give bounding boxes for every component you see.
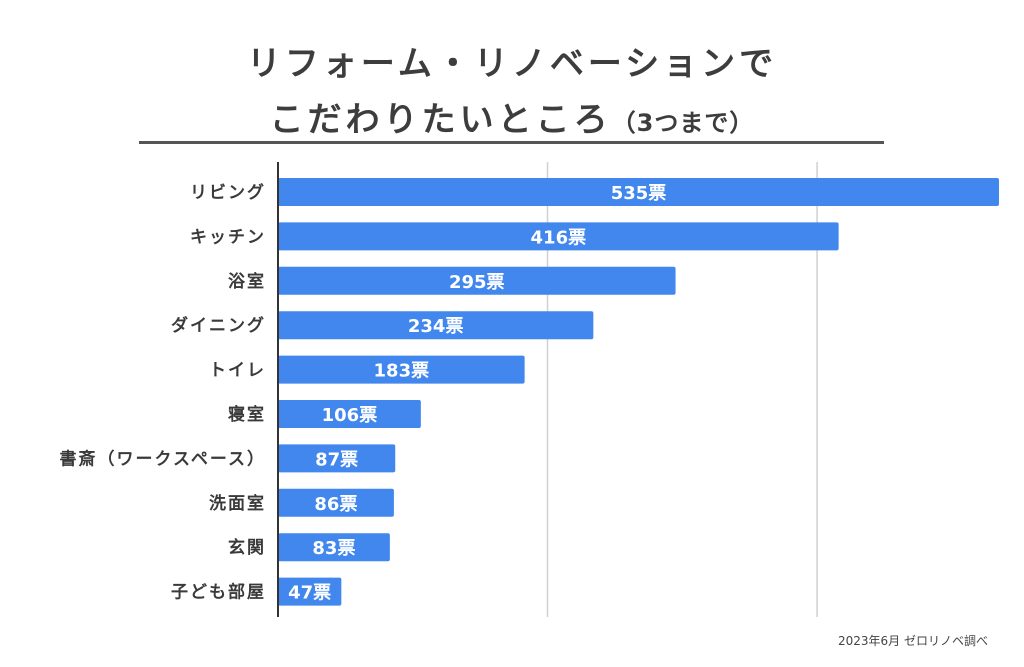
bar-6 (278, 444, 396, 473)
data-label-4: 183票 (374, 361, 430, 382)
data-label-0: 535票 (611, 183, 667, 204)
category-label-6: 書斎（ワークスペース） (60, 448, 266, 469)
category-label-7: 洗面室 (209, 493, 266, 514)
source-note: 2023年6月 ゼロリノベ調べ (838, 634, 988, 648)
category-label-1: キッチン (190, 227, 266, 247)
category-label-3: ダイニング (171, 315, 266, 336)
data-label-9: 47票 (288, 583, 331, 604)
bar-5 (278, 400, 421, 428)
bar-3 (278, 311, 594, 340)
data-label-1: 416票 (531, 227, 587, 248)
chart-title-line1: リフォーム・リノベーションで (246, 44, 778, 84)
bar-8 (278, 533, 390, 562)
data-label-5: 106票 (322, 405, 378, 426)
bar-7 (278, 488, 394, 517)
category-label-5: 寝室 (228, 404, 266, 425)
bar-1 (278, 222, 839, 251)
bar-4 (278, 355, 525, 384)
bar-0 (278, 178, 999, 206)
data-label-7: 86票 (314, 494, 357, 515)
category-label-0: リビング (190, 182, 266, 203)
chart-title-line2: こだわりたいところ（3つまで） (0, 92, 1024, 141)
bar-2 (278, 266, 676, 295)
category-label-4: トイレ (209, 361, 266, 381)
data-label-2: 295票 (449, 272, 505, 293)
category-label-2: 浴室 (228, 271, 266, 292)
category-label-8: 玄関 (228, 537, 266, 558)
data-label-3: 234票 (408, 316, 464, 337)
category-label-9: 子ども部屋 (171, 582, 266, 603)
data-label-8: 83票 (312, 538, 355, 559)
chart-title-note: （3つまで） (611, 109, 755, 137)
chart-title-main: こだわりたいところ (269, 100, 612, 140)
title-underline (139, 141, 884, 144)
bar-9 (278, 577, 342, 606)
data-label-6: 87票 (315, 449, 358, 470)
